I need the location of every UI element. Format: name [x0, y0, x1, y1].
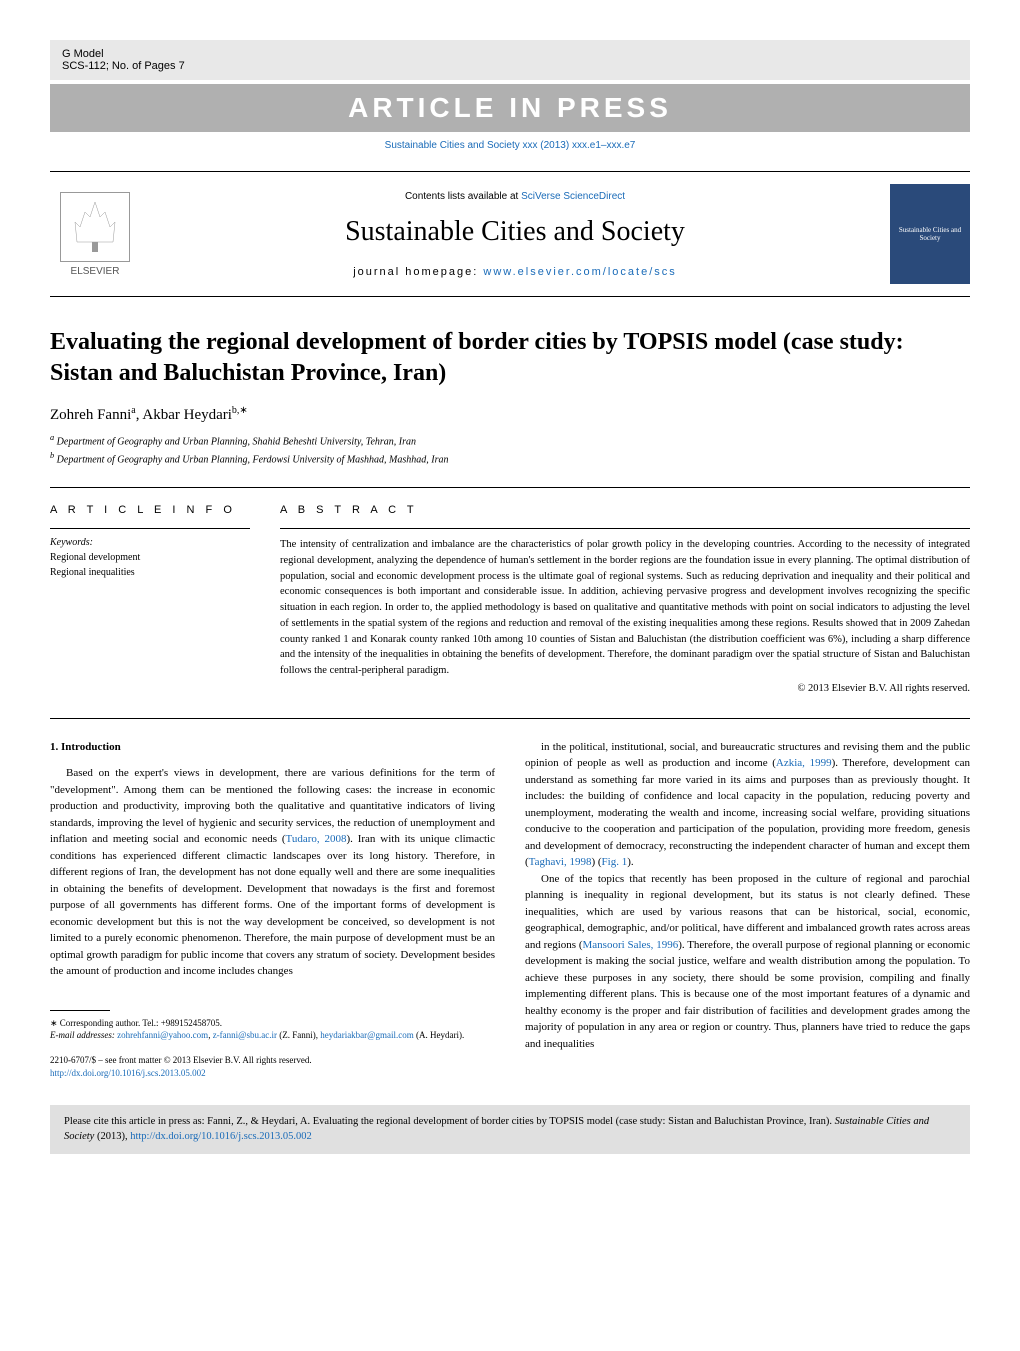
elsevier-tree-icon — [60, 192, 130, 262]
email-line: E-mail addresses: zohrehfanni@yahoo.com,… — [50, 1029, 495, 1042]
header-bar: G Model SCS-112; No. of Pages 7 — [50, 40, 970, 80]
ref-fig1[interactable]: Fig. 1 — [602, 856, 628, 868]
ref-taghavi[interactable]: Taghavi, 1998 — [529, 856, 592, 868]
author-2: Akbar Heydari — [142, 407, 232, 423]
elsevier-logo: ELSEVIER — [50, 184, 140, 284]
cite-doi-link[interactable]: http://dx.doi.org/10.1016/j.scs.2013.05.… — [130, 1131, 312, 1142]
col2-para2: One of the topics that recently has been… — [525, 871, 970, 1053]
journal-header: ELSEVIER Contents lists available at Sci… — [50, 171, 970, 297]
citation-line: Sustainable Cities and Society xxx (2013… — [50, 140, 970, 151]
doi-link[interactable]: http://dx.doi.org/10.1016/j.scs.2013.05.… — [50, 1068, 206, 1078]
cite-prefix: Please cite this article in press as: Fa… — [64, 1116, 835, 1127]
sciencedirect-link[interactable]: SciVerse ScienceDirect — [521, 191, 625, 202]
journal-cover-thumbnail: Sustainable Cities and Society — [890, 184, 970, 284]
article-code: SCS-112; No. of Pages 7 — [62, 60, 185, 72]
keyword-2: Regional inequalities — [50, 565, 250, 580]
keywords-label: Keywords: — [50, 537, 250, 548]
gmodel-label: G Model — [62, 48, 185, 60]
abstract-column: A B S T R A C T The intensity of central… — [280, 504, 970, 694]
col1-para1: Based on the expert's views in developme… — [50, 765, 495, 980]
cover-text: Sustainable Cities and Society — [894, 226, 966, 242]
column-right: in the political, institutional, social,… — [525, 739, 970, 1081]
intro-heading: 1. Introduction — [50, 739, 495, 756]
cite-suffix: (2013), — [94, 1131, 130, 1142]
email-3[interactable]: heydariakbar@gmail.com — [320, 1030, 414, 1040]
cite-box: Please cite this article in press as: Fa… — [50, 1105, 970, 1154]
article-title: Evaluating the regional development of b… — [50, 327, 970, 389]
ref-tudaro[interactable]: Tudaro, 2008 — [285, 833, 346, 845]
affiliation-a: a Department of Geography and Urban Plan… — [50, 432, 970, 449]
gmodel-block: G Model SCS-112; No. of Pages 7 — [62, 48, 185, 72]
contents-line: Contents lists available at SciVerse Sci… — [160, 191, 870, 202]
column-left: 1. Introduction Based on the expert's vi… — [50, 739, 495, 1081]
homepage-link[interactable]: www.elsevier.com/locate/scs — [483, 266, 676, 278]
footnote-divider — [50, 1010, 110, 1011]
col2-para1: in the political, institutional, social,… — [525, 739, 970, 871]
info-abstract-row: A R T I C L E I N F O Keywords: Regional… — [50, 504, 970, 694]
divider-top — [50, 487, 970, 488]
footnotes: ∗ Corresponding author. Tel.: +989152458… — [50, 1017, 495, 1042]
article-info-heading: A R T I C L E I N F O — [50, 504, 250, 516]
homepage-prefix: journal homepage: — [353, 266, 483, 278]
page-container: G Model SCS-112; No. of Pages 7 ARTICLE … — [0, 0, 1020, 1194]
issn-block: 2210-6707/$ – see front matter © 2013 El… — [50, 1054, 495, 1081]
author-1: Zohreh Fanni — [50, 407, 131, 423]
keyword-1: Regional development — [50, 550, 250, 565]
contents-prefix: Contents lists available at — [405, 191, 521, 202]
authors-line: Zohreh Fannia, Akbar Heydarib,∗ — [50, 405, 970, 424]
journal-homepage: journal homepage: www.elsevier.com/locat… — [160, 266, 870, 278]
article-info-column: A R T I C L E I N F O Keywords: Regional… — [50, 504, 250, 694]
aip-text: ARTICLE IN PRESS — [348, 92, 672, 123]
affiliations: a Department of Geography and Urban Plan… — [50, 432, 970, 467]
info-divider — [50, 528, 250, 529]
ref-azkia[interactable]: Azkia, 1999 — [776, 757, 832, 769]
abstract-heading: A B S T R A C T — [280, 504, 970, 516]
email-1[interactable]: zohrehfanni@yahoo.com — [117, 1030, 208, 1040]
body-columns: 1. Introduction Based on the expert's vi… — [50, 739, 970, 1081]
affiliation-b: b Department of Geography and Urban Plan… — [50, 450, 970, 467]
divider-bottom — [50, 718, 970, 719]
author-2-sup: b,∗ — [232, 405, 248, 416]
journal-center: Contents lists available at SciVerse Sci… — [160, 191, 870, 278]
corresponding-author: ∗ Corresponding author. Tel.: +989152458… — [50, 1017, 495, 1030]
elsevier-label: ELSEVIER — [71, 266, 120, 277]
abstract-divider — [280, 528, 970, 529]
abstract-copyright: © 2013 Elsevier B.V. All rights reserved… — [280, 683, 970, 694]
ref-mansoori[interactable]: Mansoori Sales, 1996 — [583, 939, 679, 951]
citation-text: Sustainable Cities and Society xxx (2013… — [385, 140, 636, 151]
article-in-press-banner: ARTICLE IN PRESS — [50, 84, 970, 132]
abstract-text: The intensity of centralization and imba… — [280, 537, 970, 679]
issn-text: 2210-6707/$ – see front matter © 2013 El… — [50, 1054, 495, 1068]
email-2[interactable]: z-fanni@sbu.ac.ir — [213, 1030, 277, 1040]
journal-title: Sustainable Cities and Society — [160, 216, 870, 248]
